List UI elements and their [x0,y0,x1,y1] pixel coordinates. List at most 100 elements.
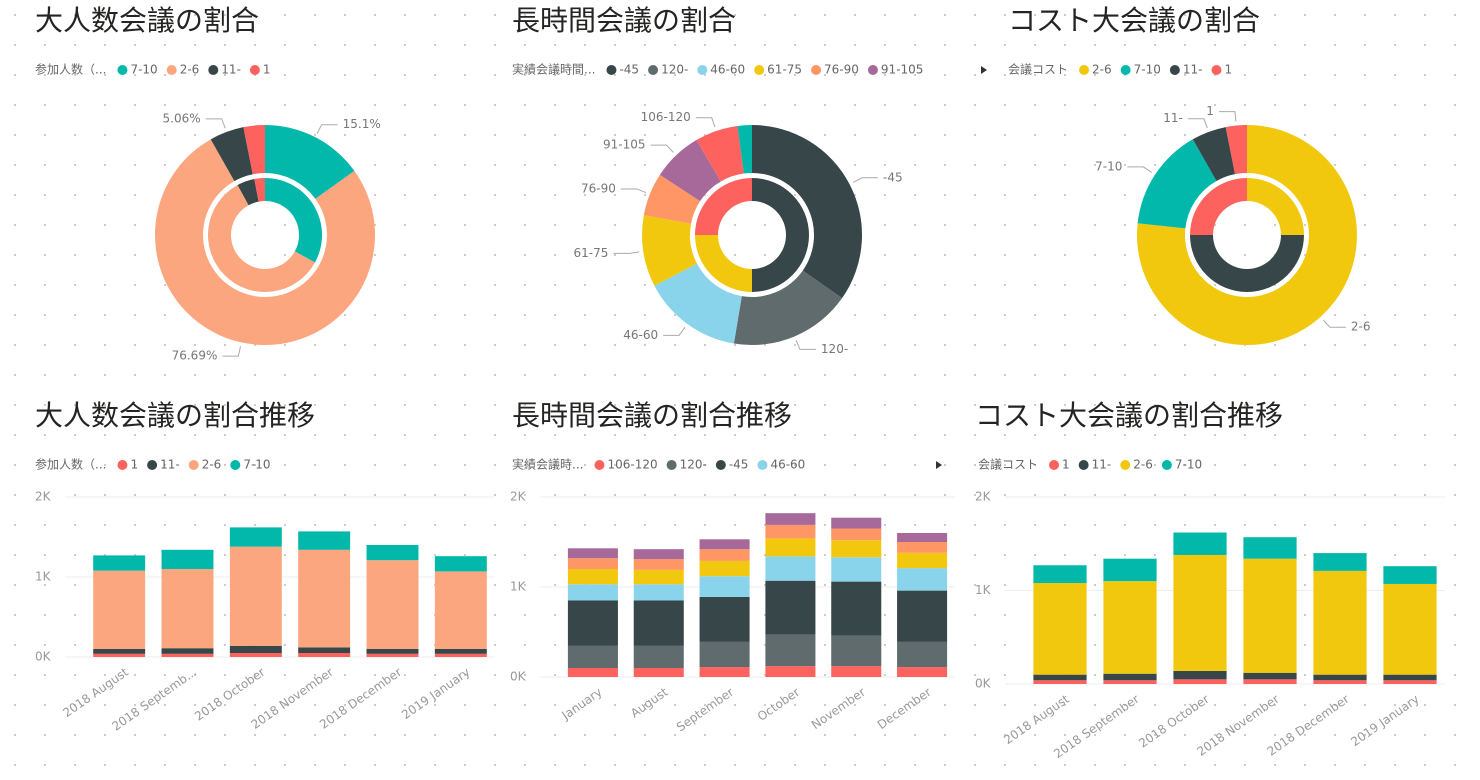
legend-label: 120- [680,458,707,472]
legend-marker [208,65,219,75]
donut-segment [243,125,265,175]
donut-segment [237,179,259,206]
chart-title: 長時間会議の割合 [512,4,736,37]
data-label: 11- [1163,111,1183,125]
bar-segment [633,668,684,677]
legend-label: 11- [221,63,241,77]
donut-segment [1190,178,1247,235]
legend-marker [1120,65,1131,75]
expand-arrow[interactable] [981,66,987,74]
bar-segment [229,653,282,657]
leader-line [1322,319,1346,328]
data-label: 1 [1206,104,1214,118]
y-tick-label: 2K [35,490,52,504]
x-tick-label: 2018 October [1136,692,1212,751]
bar-segment [699,549,750,561]
leader-line [1187,118,1208,129]
bar-segment [93,653,146,657]
bar-segment [699,667,750,677]
y-tick-label: 1K [35,570,52,584]
legend-label: 11- [160,458,180,472]
data-label: 91-105 [603,138,646,152]
bar-segment [831,517,882,529]
legend-marker [811,65,822,75]
chart-title: 大人数会議の割合推移 [35,399,315,432]
bar-segment [298,531,351,550]
leader-line [1127,166,1152,173]
bar-segment [93,649,146,654]
x-tick-label: 2019 January [399,665,472,722]
donut-segment [752,178,809,292]
donut-segment [752,125,862,299]
bar-segment [831,528,882,541]
bar-segment [1243,537,1297,559]
bar-segment [366,560,419,649]
leader-line [205,118,226,129]
bar-segment [765,634,816,667]
legend-marker [1079,65,1090,75]
legend-title: 実績会議時... [512,457,583,472]
legend-title: 会議コスト [1008,63,1068,77]
x-tick-label: December [875,685,934,732]
bar-segment [567,600,618,646]
bar-segment [298,653,351,657]
legend-label: 11- [1092,458,1112,472]
bar-segment [831,666,882,677]
bar-segment [434,649,487,654]
data-label: 2-6 [1351,320,1371,334]
legend-marker [715,460,726,470]
legend-label: 61-75 [767,63,802,77]
donut-segment [654,263,742,344]
bar-segment [633,600,684,646]
legend-marker [1169,65,1180,75]
bar-segment [897,667,948,677]
bar-segment [1383,680,1437,684]
legend-label: 91-105 [881,63,924,77]
bar-segment [161,549,214,569]
legend-marker [648,65,659,75]
bar-segment [831,540,882,558]
donut-segment [265,178,323,263]
donut-segment [154,139,375,345]
legend-marker [1120,460,1131,470]
bar-segment [1313,674,1367,681]
legend-title: 実績会議時間... [512,62,595,77]
bar-segment [1033,680,1087,684]
legend-scroll-arrow[interactable] [936,461,942,469]
legend-label: 76-90 [824,63,859,77]
legend-marker [249,65,260,75]
legend-label: 2-6 [1092,63,1112,77]
legend-label: 2-6 [202,458,222,472]
legend-marker [1161,460,1172,470]
y-tick-label: 0K [975,677,992,691]
bar-segment [765,556,816,581]
bar-segment [765,513,816,525]
legend-label: 1 [1224,63,1232,77]
bar-segment [633,584,684,601]
donut-segment [1137,139,1217,229]
legend-marker [666,460,677,470]
donut-segment [642,215,697,286]
data-label: -45 [883,170,903,184]
bar-segment [633,645,684,668]
legend-label: 7-10 [1175,458,1202,472]
legend-label: 2-6 [1133,458,1153,472]
donut-segment [1190,235,1304,292]
chart-title: コスト大会議の割合推移 [975,399,1283,432]
donut-segment [659,140,721,202]
bar-segment [93,555,146,571]
donut-segment [1225,125,1247,175]
leader-line [852,177,879,183]
donut-segment [1192,127,1235,182]
bar-segment [1383,674,1437,681]
bar-segment [1313,570,1367,675]
data-label: 76.69% [172,349,218,363]
y-tick-label: 0K [510,670,527,684]
bar-segment [567,668,618,677]
donut-segment [643,174,701,224]
bar-segment [699,641,750,668]
y-tick-label: 1K [510,580,527,594]
bar-segment [699,596,750,642]
